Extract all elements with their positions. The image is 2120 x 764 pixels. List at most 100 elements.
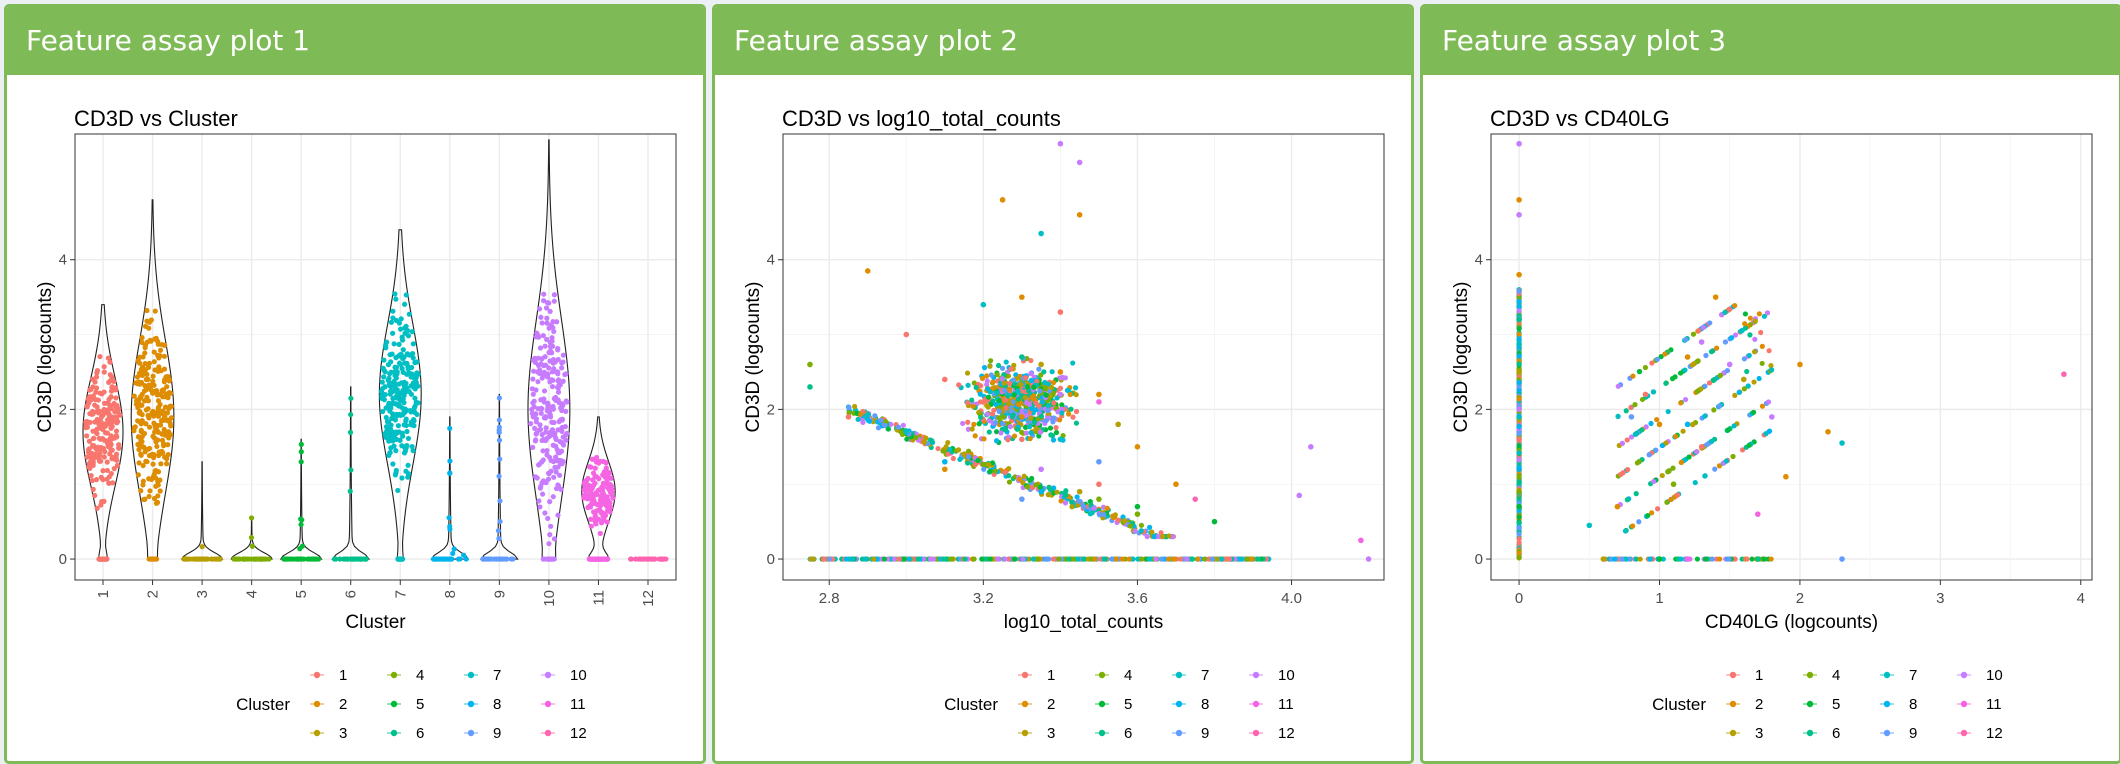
x-tick-label: 2 [1796, 590, 1804, 607]
point-cluster-1 [1057, 309, 1064, 315]
legend-key-1 [1021, 671, 1029, 679]
legend-key-7 [1883, 671, 1891, 679]
y-tick-label: 0 [1475, 551, 1483, 568]
point-cluster-10 [538, 410, 544, 416]
point-cluster-7 [994, 390, 1000, 396]
point-cluster-9 [882, 422, 888, 429]
point-cluster-1 [104, 459, 110, 465]
point-cluster-3 [871, 556, 877, 562]
point-cluster-5 [1694, 556, 1701, 562]
point-cluster-1 [90, 428, 96, 434]
point-cluster-9 [988, 372, 994, 378]
legend-label: 11 [1278, 696, 1294, 713]
point-cluster-5 [298, 441, 304, 447]
point-cluster-2 [999, 197, 1006, 203]
point-cluster-2 [155, 482, 161, 488]
point-cluster-5 [1746, 442, 1752, 448]
point-cluster-2 [151, 359, 157, 365]
point-cluster-2 [164, 429, 170, 435]
point-cluster-3 [1076, 488, 1083, 495]
point-cluster-10 [535, 379, 541, 385]
point-cluster-4 [899, 431, 906, 437]
point-cluster-7 [378, 389, 385, 395]
point-cluster-9 [999, 365, 1006, 371]
point-cluster-6 [1516, 520, 1522, 526]
point-cluster-1 [89, 477, 95, 484]
point-cluster-10 [1698, 339, 1705, 345]
point-cluster-7 [400, 387, 406, 393]
point-cluster-10 [535, 462, 542, 468]
point-cluster-2 [1656, 421, 1663, 428]
point-cluster-11 [597, 486, 604, 492]
point-cluster-6 [348, 411, 354, 418]
point-cluster-5 [885, 426, 891, 432]
point-cluster-8 [1074, 494, 1080, 500]
point-cluster-2 [1714, 345, 1720, 351]
point-cluster-11 [583, 478, 589, 484]
point-cluster-10 [538, 405, 544, 411]
point-cluster-10 [1651, 478, 1657, 485]
y-tick-label: 4 [767, 252, 775, 269]
point-cluster-10 [560, 359, 566, 365]
point-cluster-3 [1768, 363, 1774, 369]
point-cluster-2 [1027, 436, 1033, 442]
point-cluster-4 [988, 358, 994, 364]
point-cluster-2 [984, 373, 990, 379]
point-cluster-7 [393, 317, 400, 324]
y-tick-label: 4 [1475, 252, 1483, 269]
point-cluster-6 [1001, 372, 1007, 378]
x-axis-label: CD40LG (logcounts) [1705, 612, 1878, 633]
point-cluster-9 [496, 395, 502, 401]
point-cluster-2 [136, 409, 142, 416]
point-cluster-1 [115, 409, 121, 415]
legend-label: 4 [1832, 667, 1840, 684]
point-cluster-11 [597, 530, 603, 537]
point-cluster-6 [1255, 556, 1261, 562]
point-cluster-9 [496, 437, 503, 443]
point-cluster-2 [150, 378, 156, 384]
point-cluster-10 [1516, 457, 1522, 463]
point-cluster-7 [1769, 367, 1775, 373]
point-cluster-6 [348, 395, 354, 401]
point-cluster-10 [540, 478, 547, 484]
point-cluster-10 [1726, 361, 1733, 368]
point-cluster-1 [93, 389, 99, 395]
point-cluster-10 [551, 556, 557, 562]
point-cluster-1 [104, 467, 110, 474]
point-cluster-6 [1189, 556, 1196, 562]
point-cluster-11 [588, 523, 594, 529]
point-cluster-4 [1056, 556, 1062, 562]
point-cluster-6 [1041, 369, 1047, 375]
point-cluster-10 [549, 383, 556, 390]
point-cluster-3 [1115, 421, 1121, 428]
point-cluster-4 [1050, 390, 1057, 396]
point-cluster-11 [1358, 537, 1364, 544]
legend-label: 10 [570, 667, 587, 684]
y-tick-label: 2 [1475, 401, 1483, 418]
point-cluster-4 [1062, 556, 1068, 562]
point-cluster-9 [1722, 339, 1729, 345]
point-cluster-4 [1670, 481, 1677, 488]
point-cluster-8 [1767, 428, 1773, 434]
point-cluster-2 [1016, 402, 1022, 408]
point-cluster-2 [1756, 311, 1762, 317]
point-cluster-1 [103, 556, 109, 562]
point-cluster-7 [1030, 556, 1036, 562]
point-cluster-6 [337, 556, 343, 562]
point-cluster-2 [1614, 503, 1621, 510]
point-cluster-10 [1132, 528, 1138, 534]
point-cluster-3 [985, 404, 991, 410]
point-cluster-4 [996, 415, 1002, 421]
point-cluster-6 [1516, 316, 1522, 323]
legend-label: 8 [1909, 696, 1917, 713]
point-cluster-6 [1744, 368, 1750, 375]
point-cluster-11 [1096, 399, 1102, 405]
point-cluster-10 [538, 314, 544, 320]
point-cluster-6 [1102, 556, 1108, 562]
point-cluster-10 [537, 504, 543, 510]
point-cluster-2 [142, 345, 148, 351]
point-cluster-10 [1144, 533, 1150, 540]
point-cluster-2 [154, 443, 160, 450]
point-cluster-7 [403, 416, 409, 422]
